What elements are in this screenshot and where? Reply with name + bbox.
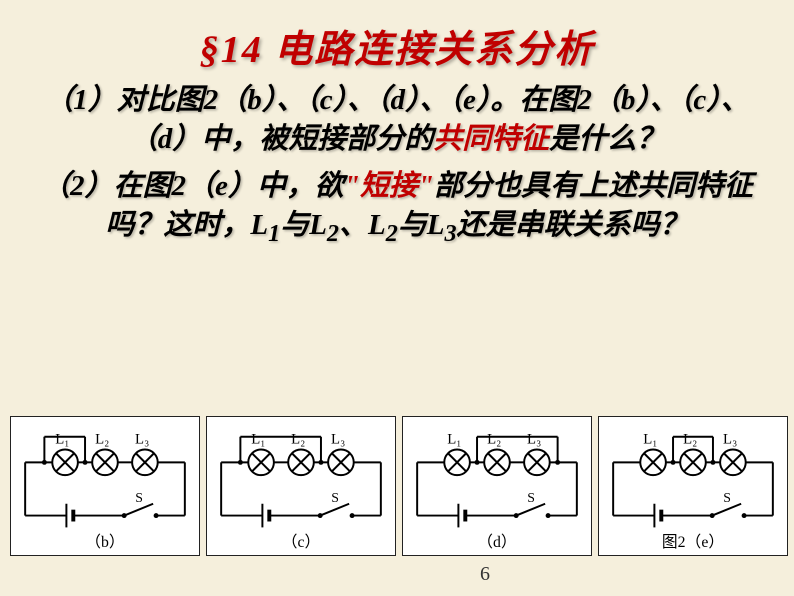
question-2: （2）在图2（e）中，欲"短接"部分也具有上述共同特征吗？这时，L1与L2、L2… bbox=[0, 159, 794, 251]
svg-text:（d）: （d） bbox=[477, 534, 516, 551]
svg-text:S: S bbox=[723, 490, 731, 505]
sub1: 1 bbox=[268, 220, 280, 247]
diagram-row: L₁ L₂ L₃ S （b） L₁ L₂ L₃ S （c） L₁ L₂ L₃ S （d） L₁ L₂ L₃ S… bbox=[10, 416, 788, 556]
q1-red: 共同特征 bbox=[433, 123, 549, 155]
svg-text:（c）: （c） bbox=[282, 534, 321, 551]
circuit-diagram-d: L₁ L₂ L₃ S （d） bbox=[402, 416, 592, 556]
sub2: 2 bbox=[327, 220, 339, 247]
q2-d: 、L bbox=[339, 209, 386, 241]
svg-text:S: S bbox=[331, 490, 339, 505]
svg-text:L₁: L₁ bbox=[447, 432, 461, 448]
circuit-diagram-b: L₁ L₂ L₃ S （b） bbox=[10, 416, 200, 556]
q2-f: 还是串联关系吗？ bbox=[457, 209, 689, 241]
svg-text:L₂: L₂ bbox=[291, 432, 305, 448]
svg-text:L₃: L₃ bbox=[723, 432, 737, 448]
svg-text:L₃: L₃ bbox=[135, 432, 149, 448]
svg-text:L₃: L₃ bbox=[331, 432, 345, 448]
q2-red: "短接" bbox=[344, 170, 434, 202]
sub4: 3 bbox=[445, 220, 457, 247]
svg-text:（b）: （b） bbox=[85, 534, 124, 551]
q2-e: 与L bbox=[398, 209, 445, 241]
svg-text:S: S bbox=[135, 490, 143, 505]
q2-a: （2）在图2（e）中，欲 bbox=[41, 170, 344, 202]
svg-text:L₂: L₂ bbox=[487, 432, 501, 448]
svg-text:L₁: L₁ bbox=[251, 432, 265, 448]
sub3: 2 bbox=[386, 220, 398, 247]
svg-text:S: S bbox=[527, 490, 535, 505]
question-1: （1）对比图2（b）、（c）、（d）、（e）。在图2（b）、（c）、（d）中，被… bbox=[0, 73, 794, 159]
svg-text:图2（e）: 图2（e） bbox=[662, 534, 724, 551]
section-title: §14 电路连接关系分析 bbox=[0, 0, 794, 73]
page-number: 6 bbox=[480, 563, 490, 586]
svg-text:L₂: L₂ bbox=[683, 432, 697, 448]
svg-text:L₁: L₁ bbox=[55, 432, 69, 448]
svg-text:L₂: L₂ bbox=[95, 432, 109, 448]
svg-text:L₃: L₃ bbox=[527, 432, 541, 448]
circuit-diagram-c: L₁ L₂ L₃ S （c） bbox=[206, 416, 396, 556]
circuit-diagram-e: L₁ L₂ L₃ S 图2（e） bbox=[598, 416, 788, 556]
svg-text:L₁: L₁ bbox=[643, 432, 657, 448]
q2-c: 与L bbox=[280, 209, 327, 241]
q1-text-b: 是什么？ bbox=[549, 123, 665, 155]
